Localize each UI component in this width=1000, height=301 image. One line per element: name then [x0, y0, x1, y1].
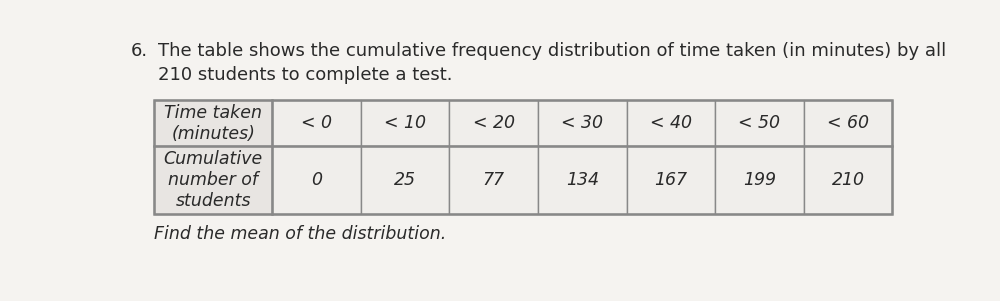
- Text: 210 students to complete a test.: 210 students to complete a test.: [158, 66, 452, 84]
- Bar: [715, 100, 804, 146]
- Text: < 10: < 10: [384, 114, 426, 132]
- Bar: [361, 146, 449, 214]
- Text: 25: 25: [394, 171, 416, 189]
- Text: < 0: < 0: [301, 114, 332, 132]
- Bar: [538, 146, 627, 214]
- Bar: [154, 100, 272, 146]
- Text: 167: 167: [654, 171, 687, 189]
- Bar: [627, 100, 715, 146]
- Text: < 40: < 40: [650, 114, 692, 132]
- Text: 0: 0: [311, 171, 322, 189]
- Bar: [154, 100, 892, 214]
- Text: < 30: < 30: [561, 114, 603, 132]
- Text: < 50: < 50: [738, 114, 780, 132]
- Bar: [627, 146, 715, 214]
- Text: 199: 199: [743, 171, 776, 189]
- Text: < 20: < 20: [473, 114, 515, 132]
- Text: Time taken
(minutes): Time taken (minutes): [164, 104, 262, 143]
- Bar: [154, 146, 272, 214]
- Text: 6.: 6.: [130, 42, 148, 60]
- Bar: [361, 100, 449, 146]
- Bar: [804, 146, 892, 214]
- Bar: [715, 146, 804, 214]
- Text: Cumulative
number of
students: Cumulative number of students: [164, 150, 263, 210]
- Bar: [449, 100, 538, 146]
- Text: 134: 134: [566, 171, 599, 189]
- Text: < 60: < 60: [827, 114, 869, 132]
- Bar: [804, 100, 892, 146]
- Text: Find the mean of the distribution.: Find the mean of the distribution.: [154, 225, 447, 243]
- Bar: [272, 100, 361, 146]
- Bar: [449, 146, 538, 214]
- Text: 210: 210: [831, 171, 864, 189]
- Text: The table shows the cumulative frequency distribution of time taken (in minutes): The table shows the cumulative frequency…: [158, 42, 946, 60]
- Bar: [538, 100, 627, 146]
- Text: 77: 77: [483, 171, 505, 189]
- Bar: [272, 146, 361, 214]
